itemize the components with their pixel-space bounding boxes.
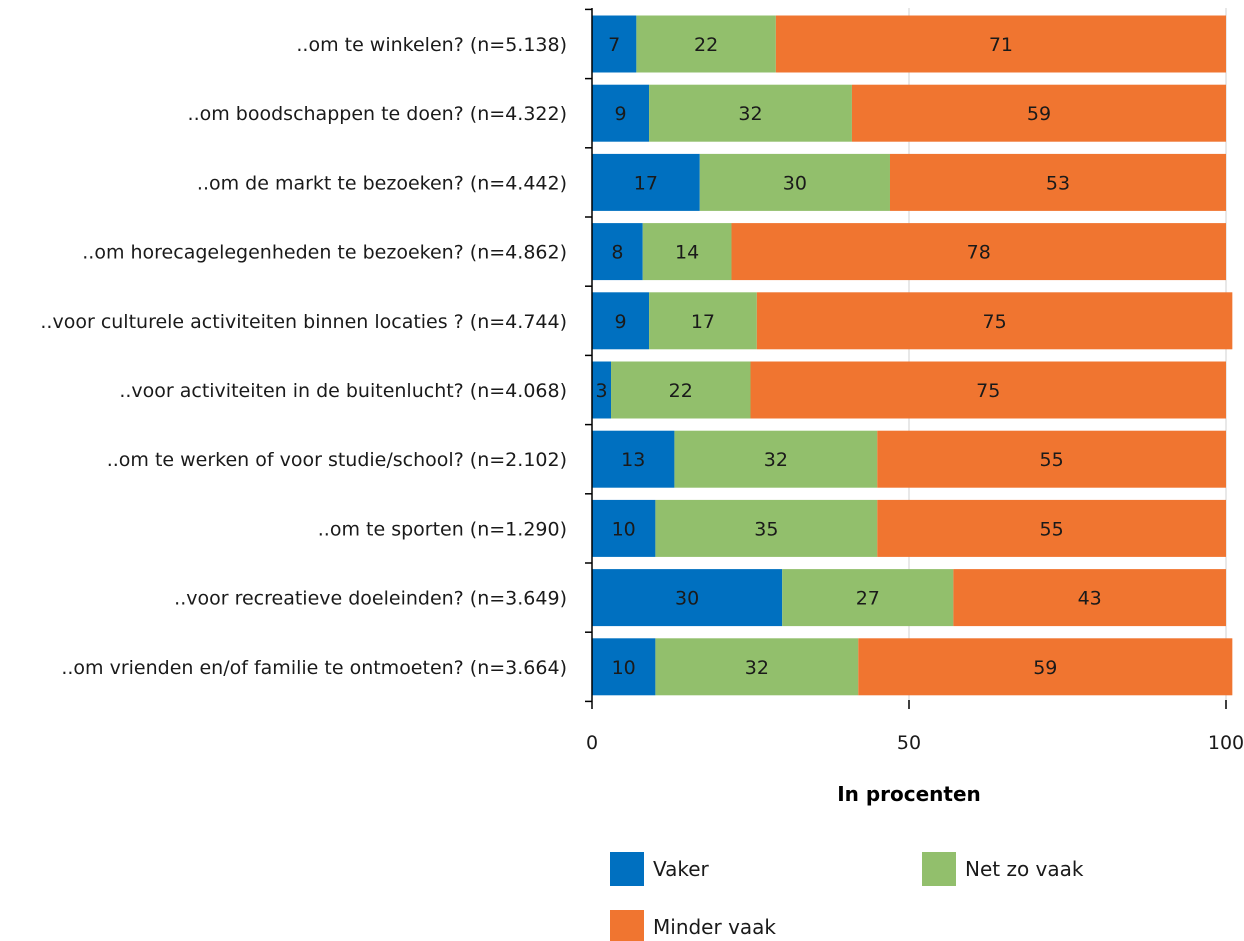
- bar-vaker-1: [592, 15, 637, 73]
- data-label: 43: [1078, 588, 1102, 610]
- data-label: 10: [612, 657, 636, 679]
- bar-net-zo-vaak-7: [674, 430, 878, 488]
- legend-swatch-net-zo-vaak: [922, 852, 956, 886]
- bar-minder-vaak-10: [858, 638, 1233, 696]
- data-label: 9: [614, 311, 626, 333]
- data-label: 75: [982, 311, 1006, 333]
- data-label: 55: [1040, 518, 1064, 540]
- data-label: 7: [608, 34, 620, 56]
- legend: Vaker Net zo vaak Minder vaak: [610, 852, 1084, 941]
- bar-net-zo-vaak-9: [782, 569, 954, 627]
- bar-minder-vaak-2: [851, 84, 1226, 142]
- x-tick-labels: 0 50 100: [586, 700, 1244, 754]
- x-tick-label: 50: [897, 732, 921, 754]
- category-label: ..om horecagelegenheden te bezoeken? (n=…: [82, 242, 567, 264]
- data-label: 13: [621, 449, 645, 471]
- legend-swatch-vaker: [610, 852, 644, 886]
- data-label: 14: [675, 242, 699, 264]
- x-tick-label: 0: [586, 732, 598, 754]
- data-label: 27: [856, 588, 880, 610]
- legend-swatch-minder-vaak: [610, 910, 644, 941]
- data-label: 78: [967, 242, 991, 264]
- data-label: 59: [1033, 657, 1057, 679]
- legend-label: Vaker: [653, 857, 710, 881]
- legend-label: Net zo vaak: [965, 857, 1084, 881]
- bar-minder-vaak-6: [750, 361, 1226, 419]
- category-label: ..voor culturele activiteiten binnen loc…: [40, 311, 567, 333]
- data-label: 8: [611, 242, 623, 264]
- x-axis-title: In procenten: [837, 782, 981, 806]
- bar-vaker-5: [592, 292, 650, 350]
- x-tick-label: 100: [1208, 732, 1244, 754]
- x-axis: [585, 8, 593, 703]
- data-label: 17: [691, 311, 715, 333]
- bar-net-zo-vaak-8: [655, 499, 878, 557]
- bar-vaker-10: [592, 638, 656, 696]
- category-label: ..om de markt te bezoeken? (n=4.442): [197, 172, 567, 194]
- bar-minder-vaak-5: [756, 292, 1233, 350]
- bar-vaker-2: [592, 84, 650, 142]
- category-label: ..om boodschappen te doen? (n=4.322): [188, 103, 567, 125]
- bar-minder-vaak-8: [877, 499, 1226, 557]
- data-label: 35: [754, 518, 778, 540]
- category-label: ..om te werken of voor studie/school? (n…: [107, 449, 567, 471]
- bar-net-zo-vaak-4: [642, 223, 732, 281]
- data-label: 59: [1027, 103, 1051, 125]
- bar-minder-vaak-7: [877, 430, 1226, 488]
- bar-minder-vaak-9: [953, 569, 1226, 627]
- data-label: 22: [694, 34, 718, 56]
- bar-vaker-8: [592, 499, 656, 557]
- data-labels: 7 22 71 9 32 59 17 30 53 8 14 78 9 17 75 3 22 75 13 32 55 10 3…: [595, 34, 1101, 679]
- data-label: 32: [738, 103, 762, 125]
- bar-net-zo-vaak-6: [611, 361, 751, 419]
- data-label: 30: [783, 172, 807, 194]
- category-label: ..om te sporten (n=1.290): [318, 518, 567, 540]
- data-label: 30: [675, 588, 699, 610]
- bar-net-zo-vaak-1: [636, 15, 776, 73]
- bar-net-zo-vaak-3: [699, 153, 890, 211]
- category-label: ..voor recreatieve doeleinden? (n=3.649): [174, 588, 567, 610]
- category-label: ..om te winkelen? (n=5.138): [296, 34, 567, 56]
- category-label: ..om vrienden en/of familie te ontmoeten…: [61, 657, 567, 679]
- data-label: 10: [612, 518, 636, 540]
- bar-minder-vaak-1: [775, 15, 1226, 73]
- data-label: 17: [634, 172, 658, 194]
- bar-minder-vaak-3: [889, 153, 1226, 211]
- data-label: 71: [989, 34, 1013, 56]
- bar-net-zo-vaak-10: [655, 638, 859, 696]
- bar-vaker-9: [592, 569, 783, 627]
- data-label: 3: [595, 380, 607, 402]
- bar-net-zo-vaak-2: [649, 84, 852, 142]
- data-label: 75: [976, 380, 1000, 402]
- data-label: 32: [764, 449, 788, 471]
- category-labels: ..om te winkelen? (n=5.138) ..om boodscha…: [40, 34, 567, 679]
- bar-vaker-6: [592, 361, 612, 419]
- bar-vaker-3: [592, 153, 700, 211]
- bar-minder-vaak-4: [731, 223, 1226, 281]
- data-label: 55: [1040, 449, 1064, 471]
- bar-vaker-7: [592, 430, 675, 488]
- bars: [592, 15, 1233, 696]
- data-label: 22: [669, 380, 693, 402]
- bar-vaker-4: [592, 223, 643, 281]
- category-label: ..voor activiteiten in de buitenlucht? (…: [119, 380, 567, 402]
- legend-label: Minder vaak: [653, 915, 776, 939]
- data-label: 32: [745, 657, 769, 679]
- bar-net-zo-vaak-5: [649, 292, 757, 350]
- data-label: 53: [1046, 172, 1070, 194]
- data-label: 9: [614, 103, 626, 125]
